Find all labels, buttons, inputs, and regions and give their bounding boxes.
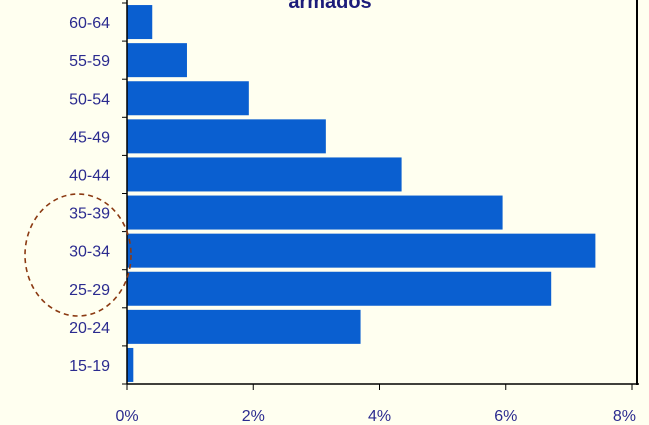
category-label: 50-54 (69, 91, 110, 108)
x-axis-ticks: 0% 2% 4% 6% 8% (115, 384, 636, 425)
x-tick-label: 4% (368, 408, 391, 425)
bar-60-64 (127, 5, 153, 40)
x-tick-label: 0% (115, 408, 138, 425)
bar-25-29 (127, 271, 552, 306)
category-label: 30-34 (69, 244, 110, 261)
category-labels: 60-64 55-59 50-54 45-49 40-44 35-39 30-34 25-29… (69, 15, 110, 375)
x-tick-label: 6% (494, 408, 517, 425)
bars-layer (127, 5, 596, 382)
bar-55-59 (127, 43, 187, 78)
category-label: 15-19 (69, 358, 110, 375)
bar-40-44 (127, 157, 402, 192)
bar-30-34 (127, 233, 596, 268)
dashed-circle-annotation (24, 193, 132, 317)
category-label: 25-29 (69, 282, 110, 299)
x-tick-label: 2% (242, 408, 265, 425)
bar-45-49 (127, 119, 326, 154)
category-label: 40-44 (69, 167, 110, 184)
bar-35-39 (127, 195, 503, 230)
category-label: 60-64 (69, 15, 110, 32)
bar-20-24 (127, 309, 361, 344)
bar-15-19 (127, 347, 134, 382)
chart-title: armados (288, 0, 371, 13)
category-label: 55-59 (69, 53, 110, 70)
category-label: 35-39 (69, 206, 110, 223)
category-label: 45-49 (69, 129, 110, 146)
bar-50-54 (127, 81, 249, 116)
axes (122, 0, 639, 385)
x-tick-label: 8% (613, 408, 636, 425)
category-label: 20-24 (69, 320, 110, 337)
